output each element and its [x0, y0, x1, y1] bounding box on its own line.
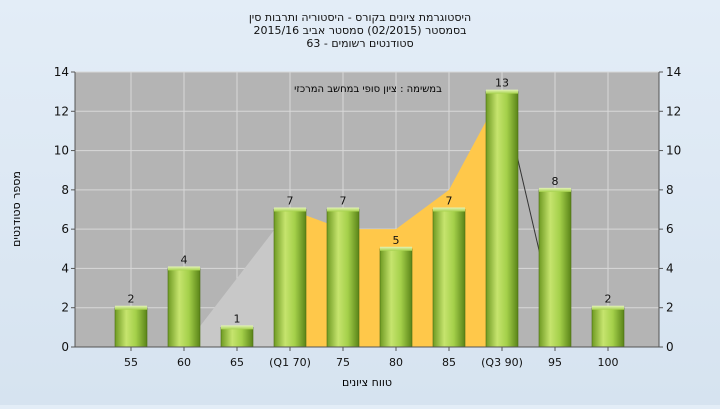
bar-body — [485, 91, 519, 348]
y-axis-label: מספר סטודנטים — [10, 171, 23, 247]
bar-body — [273, 209, 307, 348]
x-tick-label: (Q1 70) — [269, 356, 311, 369]
bar-body — [538, 189, 572, 348]
bar-body — [432, 209, 466, 348]
bar-cap — [380, 246, 412, 251]
bar-cap — [486, 89, 518, 94]
data-label: 8 — [552, 175, 559, 188]
data-label: 2 — [605, 293, 612, 306]
chart-title: היסטוגרמת ציונים בקורס - היסטוריה ותרבות… — [249, 11, 471, 50]
x-tick-label: 95 — [548, 356, 562, 369]
bar-body — [220, 327, 254, 348]
x-tick-label: (Q3 90) — [481, 356, 523, 369]
x-tick-label: 55 — [124, 356, 138, 369]
chart-title-line-3: סטודנטים רשומים - 63 — [306, 37, 413, 50]
x-tick-label: 100 — [598, 356, 619, 369]
y-tick-label-left: 10 — [54, 144, 69, 158]
data-label: 13 — [495, 77, 509, 90]
bar-65: 1 — [220, 312, 254, 348]
data-label: 7 — [287, 195, 294, 208]
bar-cap — [221, 325, 253, 330]
y-tick-label-right: 0 — [666, 340, 674, 354]
bar-(Q1 70): 7 — [273, 195, 307, 348]
data-label: 7 — [340, 195, 347, 208]
x-tick-label: 60 — [177, 356, 191, 369]
y-tick-label-right: 6 — [666, 222, 674, 236]
bar-55: 2 — [114, 293, 148, 348]
bar-body — [326, 209, 360, 348]
bar-85: 7 — [432, 195, 466, 348]
x-tick-label: 80 — [389, 356, 403, 369]
data-label: 2 — [128, 293, 135, 306]
bars: 2 4 1 7 7 5 7 13 8 2 — [114, 77, 625, 348]
y-tick-label-left: 0 — [61, 340, 69, 354]
bar-cap — [115, 305, 147, 310]
x-tick-label: 65 — [230, 356, 244, 369]
bar-cap — [539, 187, 571, 192]
bar-body — [114, 307, 148, 348]
bar-body — [379, 248, 413, 348]
data-label: 4 — [181, 253, 188, 266]
y-tick-label-right: 4 — [666, 261, 674, 275]
area-leadin — [184, 209, 290, 347]
bar-cap — [592, 305, 624, 310]
y-tick-label-left: 2 — [61, 301, 69, 315]
data-label: 5 — [393, 234, 400, 247]
y-tick-label-right: 12 — [666, 104, 681, 118]
y-tick-label-left: 12 — [54, 104, 69, 118]
y-tick-label-right: 2 — [666, 301, 674, 315]
bar-(Q3 90): 13 — [485, 77, 519, 348]
y-tick-label-left: 4 — [61, 261, 69, 275]
bar-body — [591, 307, 625, 348]
x-tick-label: 85 — [442, 356, 456, 369]
y-tick-label-right: 10 — [666, 144, 681, 158]
data-label: 1 — [234, 312, 241, 325]
y-tick-label-left: 14 — [54, 65, 69, 79]
y-tick-label-left: 6 — [61, 222, 69, 236]
bar-cap — [168, 266, 200, 271]
y-tick-label-left: 8 — [61, 183, 69, 197]
bar-95: 8 — [538, 175, 572, 348]
x-axis-label: טווח ציונים — [342, 376, 392, 389]
bar-cap — [433, 207, 465, 212]
chart-title-line-2: בסמסטר (02/2015) סמסטר אביב 2015/16 — [253, 24, 466, 37]
bar-80: 5 — [379, 234, 413, 348]
bar-75: 7 — [326, 195, 360, 348]
bar-body — [167, 268, 201, 348]
bar-60: 4 — [167, 253, 201, 348]
chart-title-line-1: היסטוגרמת ציונים בקורס - היסטוריה ותרבות… — [249, 11, 471, 24]
y-tick-label-right: 8 — [666, 183, 674, 197]
data-label: 7 — [446, 195, 453, 208]
chart-annotation: במשימה : ציון סופי במחשב המרכזי — [294, 84, 442, 95]
x-tick-label: 75 — [336, 356, 350, 369]
bar-cap — [274, 207, 306, 212]
y-tick-label-right: 14 — [666, 65, 681, 79]
bar-cap — [327, 207, 359, 212]
